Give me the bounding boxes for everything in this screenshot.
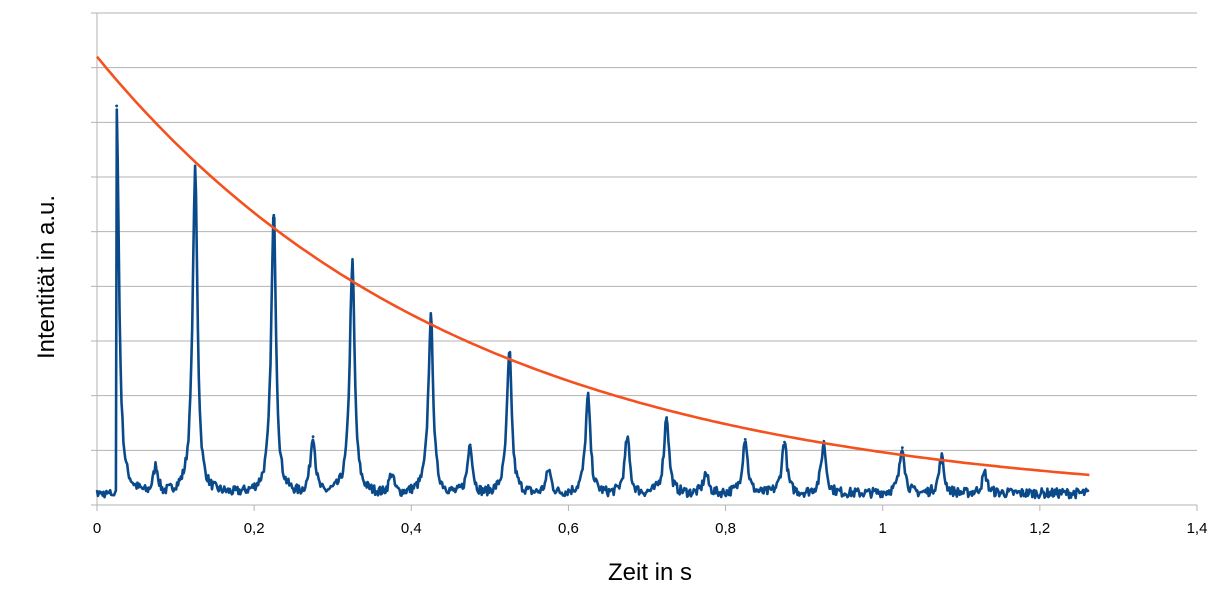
- signal-peak: [311, 435, 315, 439]
- signal-peak: [508, 353, 511, 357]
- measured-signal-line: [95, 108, 1090, 500]
- x-tick-label: 1: [879, 520, 887, 537]
- x-tick-label: 1,2: [1029, 520, 1050, 537]
- signal-peak: [390, 473, 394, 477]
- series-layer: [95, 55, 1090, 500]
- signal-peak: [625, 438, 629, 441]
- signal-peak: [586, 397, 590, 400]
- signal-peak: [743, 438, 747, 441]
- signal-peak: [193, 170, 197, 173]
- signal-peak: [783, 440, 786, 444]
- axes: [91, 12, 1198, 511]
- x-tick-label: 0,2: [244, 520, 265, 537]
- x-tick-label: 0: [93, 520, 101, 537]
- x-tick-label: 0,8: [715, 520, 736, 537]
- x-tick-labels: 0 0,2 0,4 0,6 0,8 1 1,2 1,4: [93, 520, 1208, 537]
- signal-peak: [704, 473, 708, 477]
- x-axis-title: Zeit in s: [608, 559, 692, 586]
- grid-lines: [97, 12, 1197, 451]
- signal-peak: [547, 469, 551, 473]
- signal-peak: [115, 104, 119, 108]
- x-tick-label: 0,4: [401, 520, 422, 537]
- signal-peak: [983, 473, 987, 477]
- signal-peak: [665, 416, 669, 419]
- signal-peak: [154, 465, 158, 469]
- signal-peak: [350, 263, 354, 266]
- x-tick-label: 0,6: [558, 520, 579, 537]
- y-axis-title: Intentität in a.u.: [33, 195, 60, 359]
- signal-peak: [272, 213, 276, 217]
- decay-envelope-line: [96, 55, 1090, 477]
- signal-peak: [429, 317, 433, 321]
- signal-peak: [468, 443, 472, 447]
- signal-peak: [900, 446, 904, 449]
- x-tick-label: 1,4: [1187, 520, 1208, 537]
